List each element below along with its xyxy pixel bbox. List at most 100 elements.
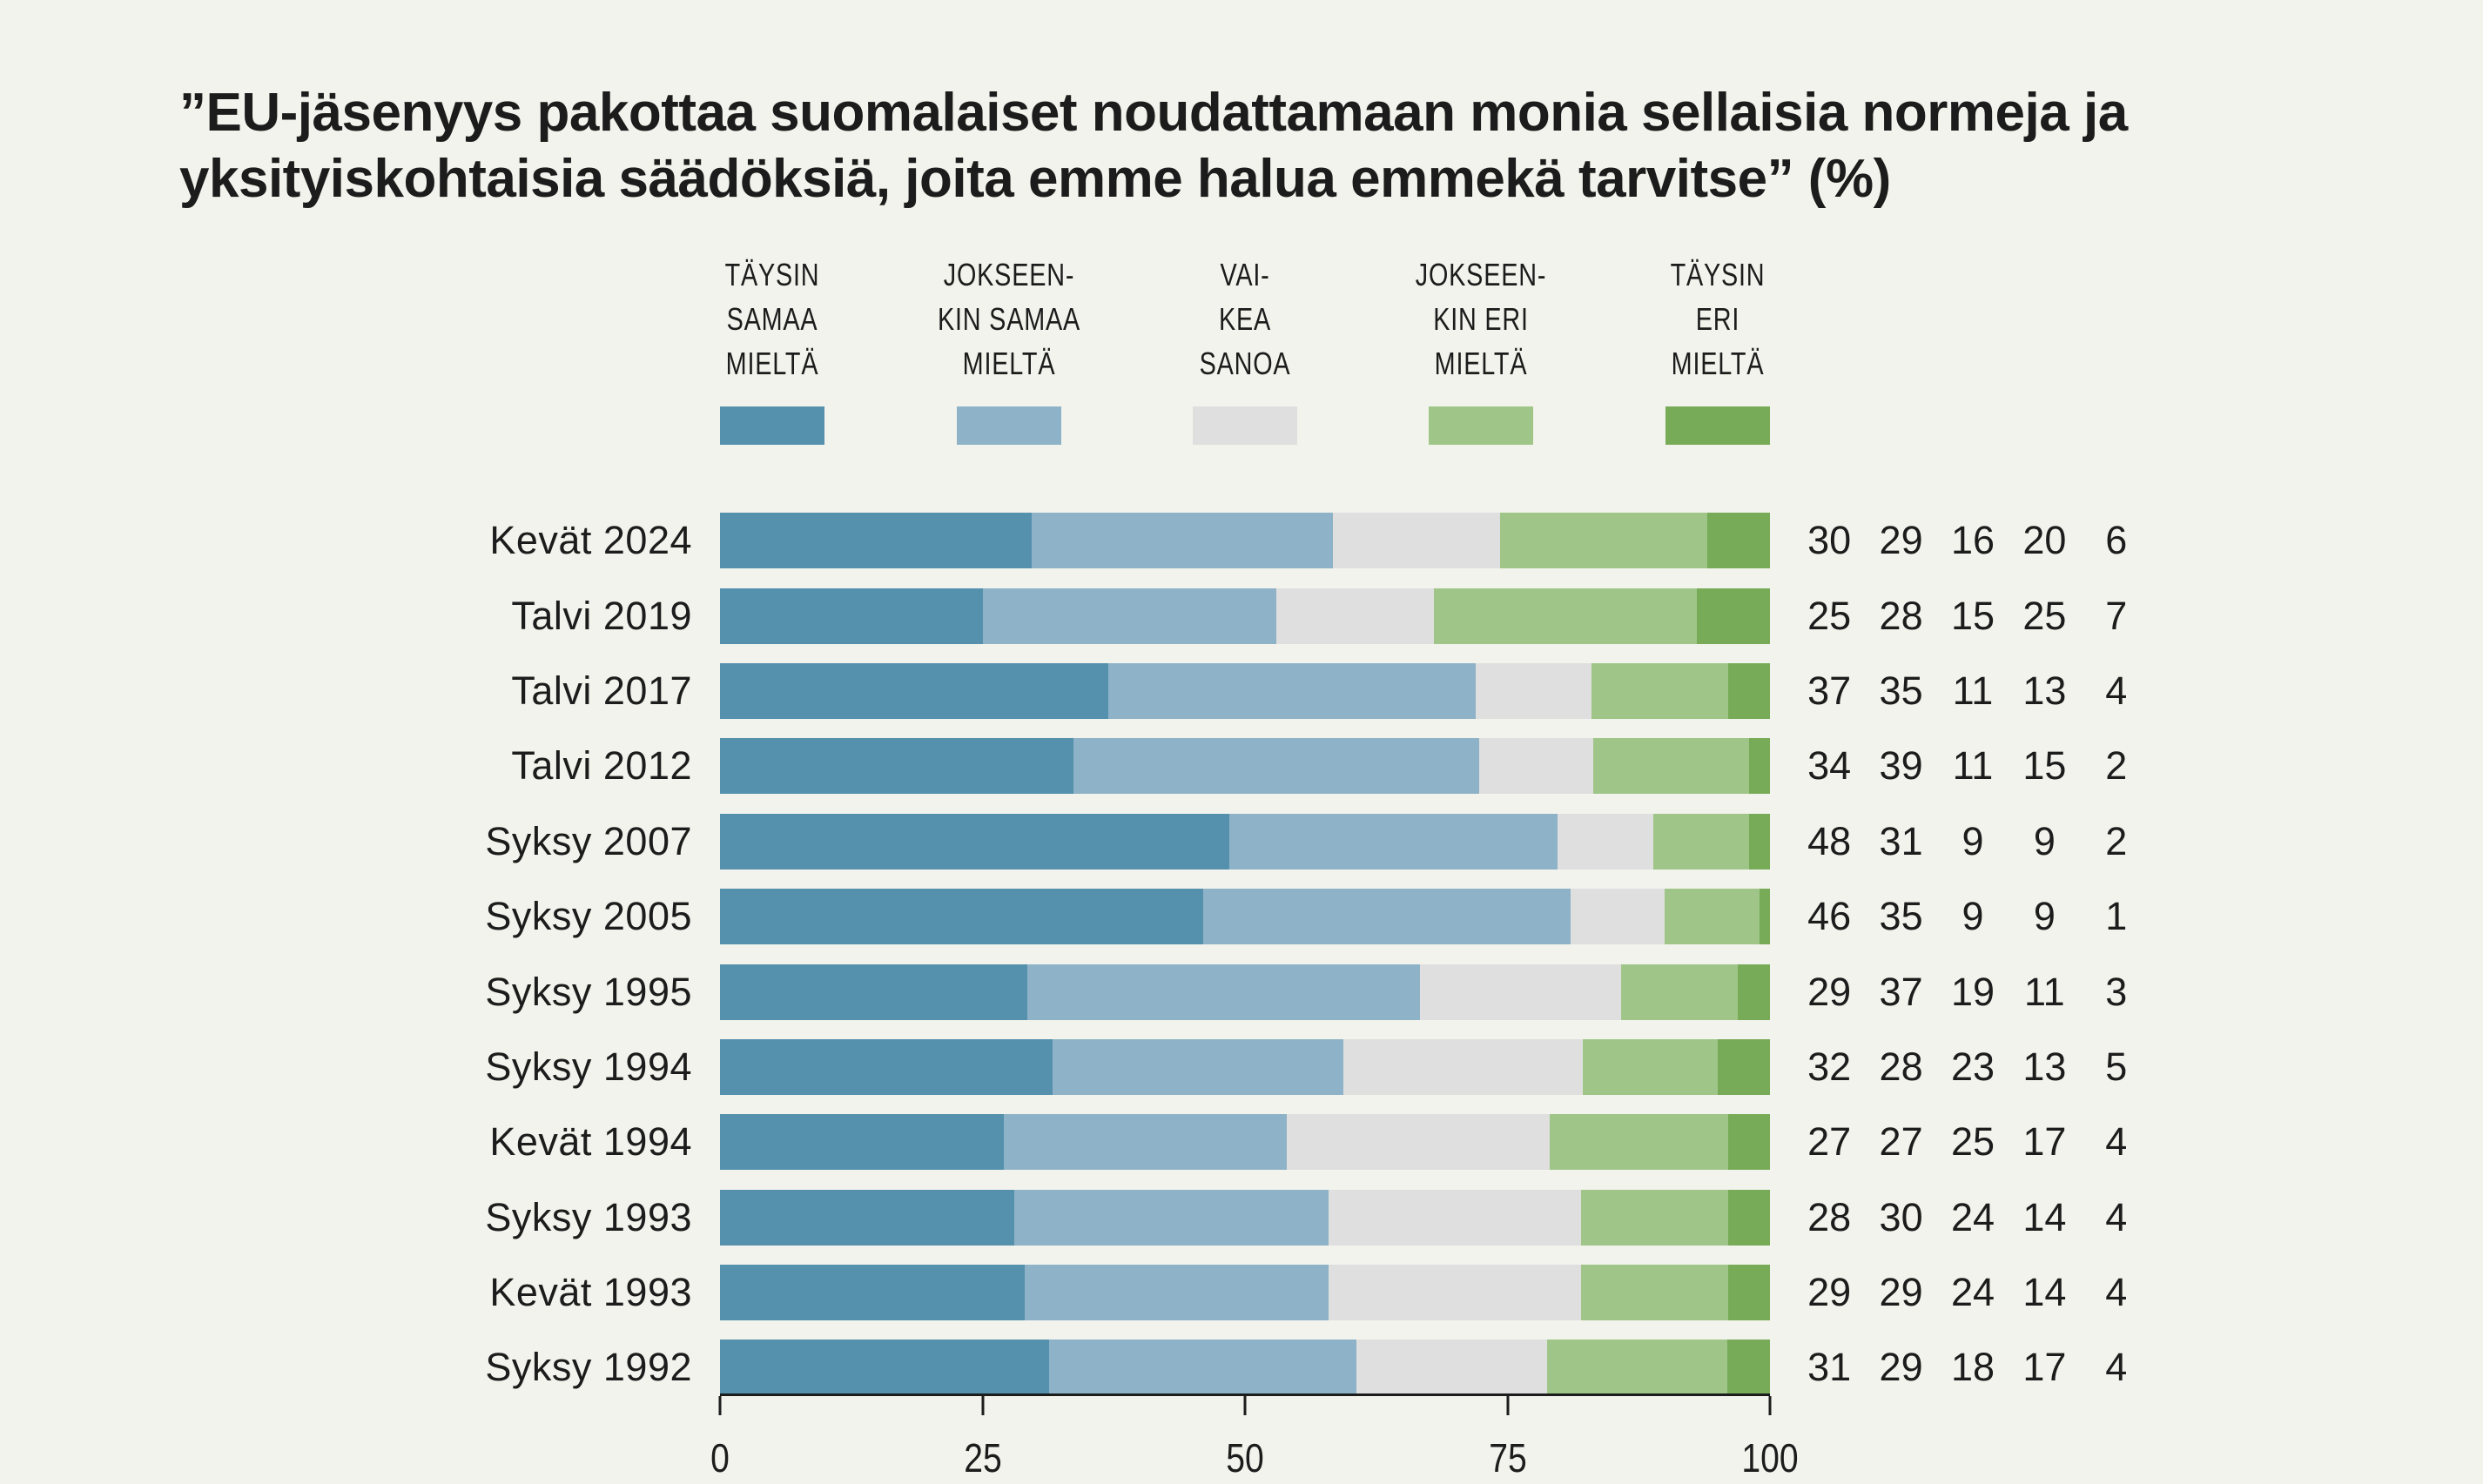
- axis-tick: [1243, 1396, 1247, 1415]
- value-label: 32: [1807, 1044, 1852, 1089]
- value-label: 16: [1950, 518, 1995, 563]
- value-label: 29: [1879, 518, 1923, 563]
- bar-segment-2: [1108, 662, 1477, 719]
- value-label: 4: [2105, 1194, 2128, 1239]
- legend-label: TÄYSIN SAMAA MIELTÄ: [724, 257, 820, 381]
- bar-segment-1: [720, 662, 1109, 719]
- row-values: 34 39 11 15 2: [1793, 743, 2152, 789]
- axis-tick: [718, 1396, 722, 1415]
- value-label: 28: [1879, 1044, 1923, 1089]
- chart-row: Kevät 2024 30 29 16 20 6: [0, 503, 2483, 578]
- bar-segment-5: [1727, 1114, 1770, 1171]
- stacked-bar: [720, 738, 1770, 795]
- value-label: 24: [1950, 1194, 1995, 1239]
- bar-segment-3: [1476, 662, 1591, 719]
- bar-segment-1: [720, 1265, 1025, 1321]
- legend-item: TÄYSIN ERI MIELTÄ: [1583, 252, 1853, 445]
- bar-segment-1: [720, 588, 983, 644]
- bar-segment-2: [1013, 1189, 1329, 1246]
- row-label: Syksy 1992: [485, 1345, 692, 1390]
- value-label: 13: [2022, 1044, 2067, 1089]
- value-label: 7: [2105, 593, 2128, 638]
- bar-segment-1: [720, 1189, 1014, 1246]
- value-label: 30: [1807, 518, 1852, 563]
- stacked-bar: [720, 1340, 1770, 1396]
- bar-segment-1: [720, 1038, 1053, 1095]
- bar-segment-5: [1727, 662, 1770, 719]
- row-values: 46 35 9 9 1: [1793, 894, 2152, 939]
- stacked-bar: [720, 513, 1770, 569]
- value-label: 37: [1879, 969, 1923, 1014]
- legend-swatch: [1665, 406, 1770, 445]
- row-values: 25 28 15 25 7: [1793, 594, 2152, 639]
- bar-segment-5: [1696, 588, 1770, 644]
- value-label: 25: [2022, 593, 2067, 638]
- value-label: 27: [1879, 1119, 1923, 1165]
- value-label: 11: [1952, 668, 1994, 713]
- legend-item: VAI- KEA SANOA: [1110, 252, 1380, 445]
- legend-label: VAI- KEA SANOA: [1199, 257, 1291, 381]
- stacked-bar: [720, 662, 1770, 719]
- bar-segment-3: [1329, 1265, 1581, 1321]
- bar-segment-5: [1727, 1189, 1770, 1246]
- bar-segment-4: [1434, 588, 1697, 644]
- value-label: 15: [2022, 743, 2067, 789]
- row-label: Talvi 2012: [511, 743, 692, 789]
- bar-segment-2: [1202, 889, 1571, 945]
- bar-segment-5: [1738, 964, 1770, 1020]
- value-label: 24: [1950, 1270, 1995, 1315]
- chart-legend: TÄYSIN SAMAA MIELTÄ JOKSEEN- KIN SAMAA MI…: [720, 252, 1770, 461]
- value-label: 9: [1962, 818, 1984, 863]
- bar-segment-4: [1592, 738, 1750, 795]
- row-values: 48 31 9 9 2: [1793, 819, 2152, 864]
- bar-segment-3: [1356, 1340, 1548, 1396]
- value-label: 2: [2105, 743, 2128, 789]
- value-label: 29: [1807, 1270, 1852, 1315]
- axis-tick-label: 0: [710, 1435, 730, 1481]
- bar-segment-4: [1652, 813, 1749, 870]
- row-label: Talvi 2017: [511, 668, 692, 713]
- axis-tick-label: 50: [1226, 1435, 1264, 1481]
- row-values: 37 35 11 13 4: [1793, 668, 2152, 714]
- row-label: Syksy 1994: [485, 1044, 692, 1089]
- value-label: 27: [1807, 1119, 1852, 1165]
- chart-row: Syksy 2005 46 35 9 9 1: [0, 879, 2483, 954]
- value-label: 46: [1807, 894, 1852, 939]
- chart-row: Talvi 2017 37 35 11 13 4: [0, 654, 2483, 729]
- stacked-bar: [720, 1038, 1770, 1095]
- value-label: 5: [2105, 1044, 2128, 1089]
- value-label: 15: [1950, 593, 1995, 638]
- bar-segment-1: [720, 738, 1073, 795]
- bar-segment-4: [1580, 1265, 1728, 1321]
- value-label: 4: [2105, 668, 2128, 713]
- axis-tick-label: 75: [1488, 1435, 1527, 1481]
- stacked-bar: [720, 813, 1770, 870]
- value-label: 9: [2033, 894, 2056, 939]
- value-label: 18: [1950, 1345, 1995, 1390]
- bar-segment-2: [982, 588, 1277, 644]
- x-axis: 0 25 50 75 100: [710, 1393, 1799, 1481]
- axis-tick: [1506, 1396, 1509, 1415]
- bar-segment-2: [1024, 1265, 1329, 1321]
- value-label: 29: [1879, 1345, 1923, 1390]
- bar-segment-4: [1547, 1340, 1728, 1396]
- row-values: 27 27 25 17 4: [1793, 1119, 2152, 1165]
- bar-segment-3: [1276, 588, 1435, 644]
- stacked-bar: [720, 1189, 1770, 1246]
- value-label: 17: [2022, 1345, 2067, 1390]
- legend-label: JOKSEEN- KIN SAMAA MIELTÄ: [937, 257, 1080, 381]
- value-label: 35: [1879, 894, 1923, 939]
- bar-segment-5: [1707, 513, 1770, 569]
- value-label: 4: [2105, 1119, 2128, 1165]
- row-label: Kevät 2024: [489, 518, 692, 563]
- legend-item: TÄYSIN SAMAA MIELTÄ: [637, 252, 907, 445]
- bar-segment-5: [1718, 1038, 1770, 1095]
- bar-segment-4: [1580, 1189, 1728, 1246]
- bar-segment-1: [720, 1340, 1049, 1396]
- bar-segment-4: [1549, 1114, 1728, 1171]
- legend-item: JOKSEEN- KIN ERI MIELTÄ: [1346, 252, 1616, 445]
- axis-tick: [981, 1396, 984, 1415]
- row-values: 30 29 16 20 6: [1793, 518, 2152, 563]
- bar-segment-5: [1748, 813, 1770, 870]
